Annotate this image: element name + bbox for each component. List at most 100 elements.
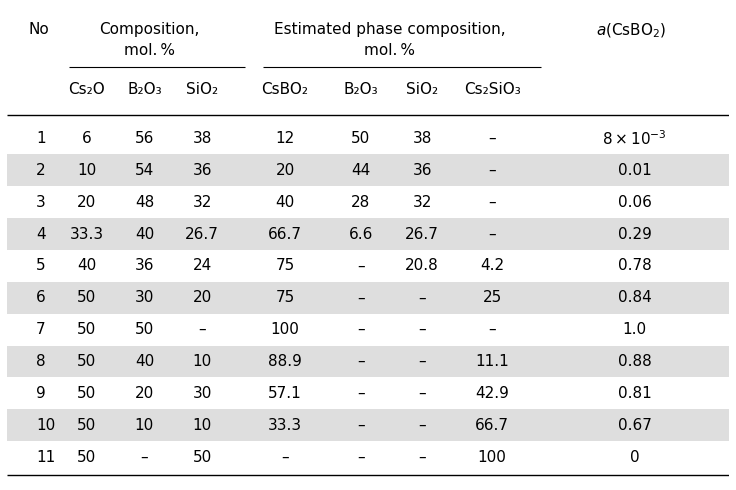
Text: –: – bbox=[418, 418, 426, 433]
Text: 6.6: 6.6 bbox=[349, 226, 373, 242]
Text: –: – bbox=[418, 450, 426, 465]
Text: 40: 40 bbox=[77, 258, 96, 273]
Text: 36: 36 bbox=[192, 163, 212, 178]
Text: 25: 25 bbox=[482, 290, 502, 305]
Text: –: – bbox=[418, 354, 426, 369]
Text: CsBO₂: CsBO₂ bbox=[261, 82, 308, 97]
Text: 75: 75 bbox=[275, 290, 294, 305]
Text: –: – bbox=[488, 195, 496, 210]
Text: 8: 8 bbox=[36, 354, 46, 369]
Text: 20: 20 bbox=[77, 195, 96, 210]
Text: 54: 54 bbox=[135, 163, 154, 178]
Text: 0.88: 0.88 bbox=[618, 354, 652, 369]
Text: –: – bbox=[141, 450, 148, 465]
Text: 32: 32 bbox=[412, 195, 432, 210]
Text: 48: 48 bbox=[135, 195, 154, 210]
Text: 50: 50 bbox=[77, 450, 96, 465]
Text: 75: 75 bbox=[275, 258, 294, 273]
Text: 28: 28 bbox=[351, 195, 370, 210]
Bar bbox=[7, 154, 729, 186]
Text: 24: 24 bbox=[193, 258, 212, 273]
Text: 20.8: 20.8 bbox=[406, 258, 439, 273]
Text: 3: 3 bbox=[36, 195, 46, 210]
Text: 40: 40 bbox=[275, 195, 294, 210]
Text: 0.84: 0.84 bbox=[618, 290, 652, 305]
Text: 36: 36 bbox=[412, 163, 432, 178]
Text: 26.7: 26.7 bbox=[185, 226, 219, 242]
Text: –: – bbox=[357, 354, 364, 369]
Text: –: – bbox=[488, 131, 496, 146]
Text: 42.9: 42.9 bbox=[475, 386, 509, 401]
Text: SiO₂: SiO₂ bbox=[186, 82, 218, 97]
Text: $a$(CsBO$_2$): $a$(CsBO$_2$) bbox=[596, 22, 666, 40]
Text: 38: 38 bbox=[412, 131, 432, 146]
Text: 10: 10 bbox=[135, 418, 154, 433]
Text: –: – bbox=[357, 418, 364, 433]
Text: –: – bbox=[281, 450, 289, 465]
Text: 50: 50 bbox=[77, 354, 96, 369]
Text: 66.7: 66.7 bbox=[268, 226, 302, 242]
Text: 20: 20 bbox=[275, 163, 294, 178]
Text: 33.3: 33.3 bbox=[70, 226, 104, 242]
Text: 0.06: 0.06 bbox=[618, 195, 652, 210]
Text: B₂O₃: B₂O₃ bbox=[344, 82, 378, 97]
Text: 50: 50 bbox=[351, 131, 370, 146]
Text: 38: 38 bbox=[192, 131, 212, 146]
Text: 36: 36 bbox=[135, 258, 154, 273]
Text: 50: 50 bbox=[77, 290, 96, 305]
Text: –: – bbox=[488, 322, 496, 337]
Bar bbox=[7, 218, 729, 250]
Text: mol. %: mol. % bbox=[364, 43, 415, 58]
Text: 12: 12 bbox=[275, 131, 294, 146]
Text: 20: 20 bbox=[193, 290, 212, 305]
Text: $8\times10^{-3}$: $8\times10^{-3}$ bbox=[603, 129, 668, 148]
Text: 10: 10 bbox=[193, 354, 212, 369]
Text: 5: 5 bbox=[36, 258, 46, 273]
Text: 88.9: 88.9 bbox=[268, 354, 302, 369]
Text: 0.29: 0.29 bbox=[618, 226, 652, 242]
Text: –: – bbox=[198, 322, 206, 337]
Text: 10: 10 bbox=[193, 418, 212, 433]
Text: 2: 2 bbox=[36, 163, 46, 178]
Text: 10: 10 bbox=[36, 418, 55, 433]
Text: 6: 6 bbox=[36, 290, 46, 305]
Text: Composition,: Composition, bbox=[99, 22, 199, 37]
Text: –: – bbox=[357, 322, 364, 337]
Text: –: – bbox=[488, 163, 496, 178]
Text: –: – bbox=[357, 450, 364, 465]
Text: 6: 6 bbox=[82, 131, 91, 146]
Text: 40: 40 bbox=[135, 354, 154, 369]
Text: Cs₂SiO₃: Cs₂SiO₃ bbox=[464, 82, 520, 97]
Text: –: – bbox=[418, 290, 426, 305]
Text: 0.78: 0.78 bbox=[618, 258, 652, 273]
Text: SiO₂: SiO₂ bbox=[406, 82, 438, 97]
Text: Cs₂O: Cs₂O bbox=[68, 82, 105, 97]
Text: 30: 30 bbox=[135, 290, 154, 305]
Text: –: – bbox=[488, 226, 496, 242]
Text: –: – bbox=[418, 322, 426, 337]
Text: 10: 10 bbox=[77, 163, 96, 178]
Text: mol. %: mol. % bbox=[124, 43, 175, 58]
Text: 20: 20 bbox=[135, 386, 154, 401]
Text: –: – bbox=[357, 290, 364, 305]
Text: 32: 32 bbox=[192, 195, 212, 210]
Text: 50: 50 bbox=[193, 450, 212, 465]
Text: 50: 50 bbox=[135, 322, 154, 337]
Text: 4: 4 bbox=[36, 226, 46, 242]
Text: Estimated phase composition,: Estimated phase composition, bbox=[274, 22, 506, 37]
Bar bbox=[7, 282, 729, 314]
Text: 50: 50 bbox=[77, 418, 96, 433]
Bar bbox=[7, 345, 729, 377]
Text: 0.67: 0.67 bbox=[618, 418, 652, 433]
Text: 33.3: 33.3 bbox=[268, 418, 302, 433]
Text: 11.1: 11.1 bbox=[475, 354, 509, 369]
Text: No: No bbox=[29, 22, 50, 37]
Text: B₂O₃: B₂O₃ bbox=[127, 82, 162, 97]
Text: 57.1: 57.1 bbox=[268, 386, 302, 401]
Text: 56: 56 bbox=[135, 131, 154, 146]
Text: 11: 11 bbox=[36, 450, 55, 465]
Text: 0.01: 0.01 bbox=[618, 163, 652, 178]
Text: 1: 1 bbox=[36, 131, 46, 146]
Text: 9: 9 bbox=[36, 386, 46, 401]
Text: 40: 40 bbox=[135, 226, 154, 242]
